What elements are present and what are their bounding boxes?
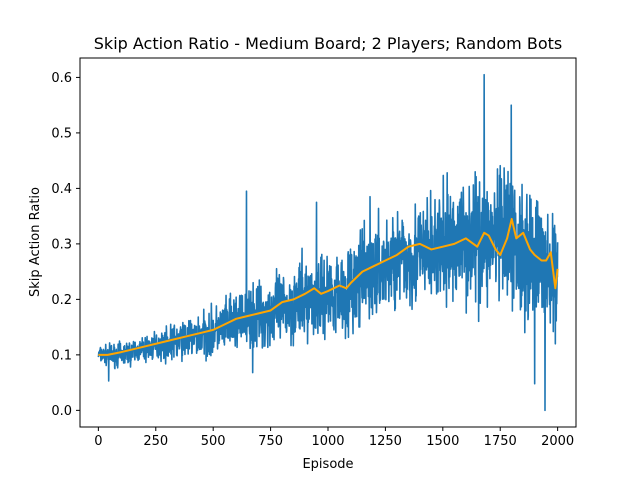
y-axis-label: Skip Action Ratio [28, 187, 43, 297]
x-tick-label: 1000 [311, 434, 344, 449]
y-tick-label: 0.4 [51, 182, 72, 197]
y-tick-label: 0.0 [51, 404, 72, 419]
x-tick-label: 2000 [541, 434, 574, 449]
x-tick-label: 500 [201, 434, 226, 449]
series-moving-average-line [98, 217, 559, 356]
y-tick-label: 0.6 [51, 71, 72, 86]
x-tick-label: 1500 [426, 434, 459, 449]
y-tick-label: 0.2 [51, 293, 72, 308]
y-tick-label: 0.3 [51, 237, 72, 252]
chart-title: Skip Action Ratio - Medium Board; 2 Play… [94, 34, 562, 53]
x-tick-label: 0 [94, 434, 102, 449]
y-tick-label: 0.1 [51, 348, 72, 363]
series-raw-line [97, 73, 559, 412]
x-tick-label: 750 [258, 434, 283, 449]
x-axis: 0 250 500 750 1000 1250 1500 1750 2000 [94, 427, 574, 449]
series-layer [97, 73, 559, 412]
x-axis-label: Episode [302, 457, 353, 472]
y-axis: 0.0 0.1 0.2 0.3 0.4 0.5 0.6 [51, 71, 80, 419]
x-tick-label: 1750 [484, 434, 517, 449]
x-tick-label: 250 [143, 434, 168, 449]
y-tick-label: 0.5 [51, 126, 72, 141]
x-tick-label: 1250 [369, 434, 402, 449]
